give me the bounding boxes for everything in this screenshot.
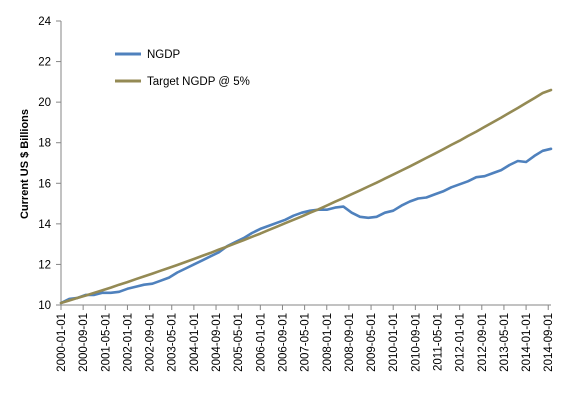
x-tick-label: 2012-01-01 (455, 313, 467, 372)
series-lines (59, 88, 553, 305)
x-tick-label: 2000-09-01 (78, 313, 90, 372)
y-tick-label: 12 (38, 259, 51, 271)
x-tick-label: 2014-09-01 (543, 313, 555, 372)
x-tick-label: 2001-05-01 (100, 313, 112, 372)
x-tick-label: 2008-09-01 (344, 313, 356, 372)
y-tick-label: 16 (38, 178, 51, 190)
x-tick-label: 2003-05-01 (167, 313, 179, 372)
x-tick-label: 2004-01-01 (189, 313, 201, 372)
x-tick-label: 2014-01-01 (521, 313, 533, 372)
ngdp-series-line (59, 147, 553, 305)
x-tick-label: 2002-01-01 (122, 313, 134, 372)
y-tick-label: 18 (38, 138, 51, 150)
x-tick-label: 2005-05-01 (233, 313, 245, 372)
y-tick-label: 20 (38, 97, 51, 109)
legend-label: NGDP (147, 49, 181, 61)
y-tick-label: 14 (38, 219, 51, 231)
y-tick-label: 10 (38, 300, 51, 312)
x-tick-label: 2002-09-01 (145, 313, 157, 372)
legend: NGDP Target NGDP @ 5% (115, 49, 250, 88)
x-tick-label: 2010-09-01 (410, 313, 422, 372)
target-ngdp-series-line (59, 88, 553, 305)
axes: 10 12 14 16 18 20 22 24 2000-01-01 2000-09-01 2001… (38, 16, 555, 372)
x-tick-label: 2007-05-01 (300, 313, 312, 372)
x-tick-label: 2010-01-01 (388, 313, 400, 372)
x-tick-label: 2006-01-01 (255, 313, 267, 372)
x-tick-label: 2000-01-01 (56, 313, 68, 372)
x-tick-label: 2004-09-01 (211, 313, 223, 372)
y-tick-label: 22 (38, 57, 51, 69)
y-tick-label: 24 (38, 16, 51, 28)
x-tick-label: 2013-05-01 (499, 313, 511, 372)
x-tick-label: 2006-09-01 (277, 313, 289, 372)
x-tick-label: 2009-05-01 (366, 313, 378, 372)
x-tick-label: 2012-09-01 (477, 313, 489, 372)
legend-label: Target NGDP @ 5% (147, 76, 250, 88)
y-axis-title: Current US $ Billions (19, 109, 31, 219)
x-tick-label: 2008-01-01 (322, 313, 334, 372)
x-tick-label: 2011-05-01 (432, 313, 444, 371)
